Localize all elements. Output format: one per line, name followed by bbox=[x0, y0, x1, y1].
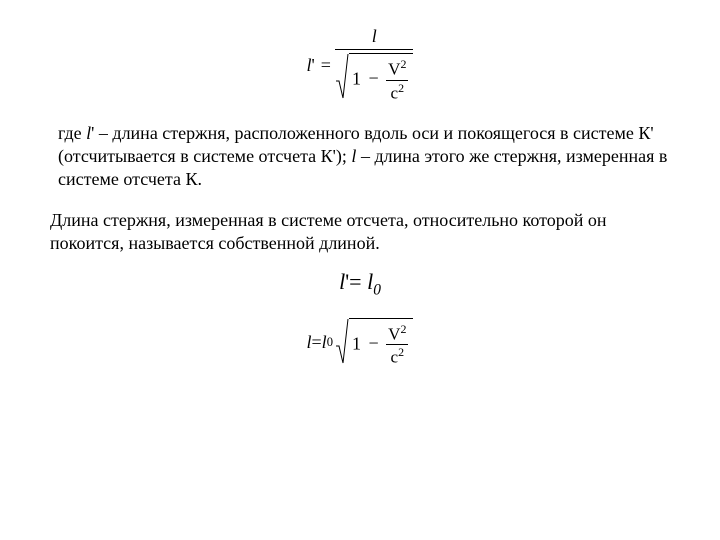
p1-t4: ); bbox=[336, 146, 352, 166]
f3-Vexp: 2 bbox=[401, 322, 407, 336]
p1-t2: – длина стержня, расположенного вдоль ос… bbox=[94, 123, 650, 143]
p2-text: Длина стержня, измеренная в системе отсч… bbox=[50, 210, 607, 253]
formula-proper-length: l'= l0 bbox=[50, 269, 670, 299]
f3-one: 1 bbox=[352, 333, 361, 353]
f2-eq: = bbox=[349, 269, 367, 294]
formula-length-contraction: l' = l 1 − V2 c2 bbox=[50, 26, 670, 104]
c-1: c bbox=[390, 83, 398, 102]
V-1: V bbox=[388, 60, 400, 79]
f3-minus: − bbox=[365, 333, 381, 353]
f3-c: c bbox=[391, 348, 399, 367]
c-exp-1: 2 bbox=[398, 81, 404, 95]
f3-cexp: 2 bbox=[398, 345, 404, 359]
V-exp-1: 2 bbox=[400, 57, 406, 71]
f3-eq: = bbox=[312, 332, 322, 353]
minus-1: − bbox=[365, 68, 381, 88]
prime-1: ' bbox=[312, 55, 315, 75]
formula-contracted-length: l = l0 1 − V2 c2 bbox=[50, 318, 670, 368]
f3-zero: 0 bbox=[327, 335, 333, 350]
p1-t3: (отсчитывается в системе отсчета К bbox=[58, 146, 333, 166]
paragraph-proper-length: Длина стержня, измеренная в системе отсч… bbox=[50, 209, 670, 255]
one-1: 1 bbox=[352, 68, 361, 88]
numerator-l: l bbox=[335, 26, 414, 49]
sqrt-denominator: 1 − V2 c2 bbox=[335, 53, 414, 103]
p1-t1: где bbox=[58, 123, 86, 143]
f3-V: V bbox=[388, 324, 400, 343]
f3-sqrt: 1 − V2 c2 bbox=[335, 318, 414, 368]
equals-1: = bbox=[321, 55, 331, 76]
p1-kprime: ' bbox=[650, 123, 653, 143]
f2-zero: 0 bbox=[373, 282, 381, 299]
paragraph-definition: где l' – длина стержня, расположенного в… bbox=[50, 122, 670, 191]
